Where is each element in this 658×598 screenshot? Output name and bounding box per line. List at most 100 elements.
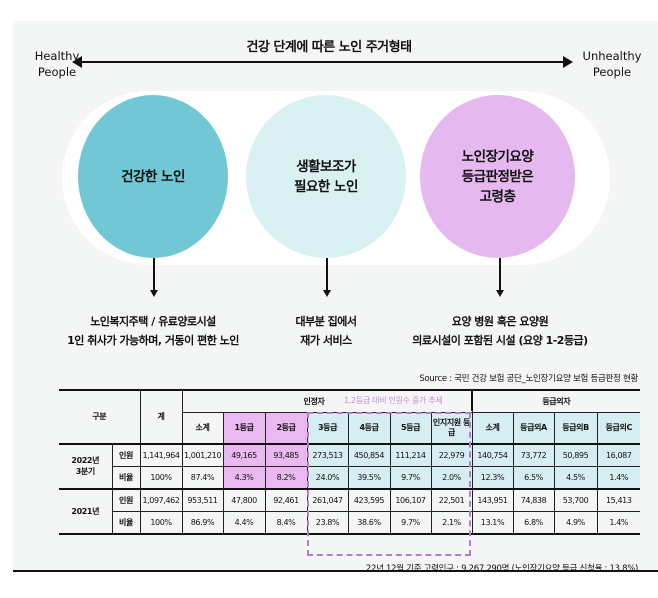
cell-cognitive-support: 22,979 (430, 442, 473, 467)
stage-assisted-circle: 생활보조가 필요한 노인 (246, 95, 406, 258)
cell-grade-5: 106,107 (389, 488, 432, 512)
cell-non-grade-subtotal: 12.3% (471, 465, 514, 490)
description-line: 의료시설이 포함된 시설 (요양 1-2등급) (412, 334, 588, 347)
cell-grade-3: 23.8% (306, 510, 349, 535)
trend-highlight-label: 1,2등급 대비 인원수 증가 추세 (344, 396, 443, 405)
health-spectrum-arrow (80, 61, 563, 63)
connector-line (499, 258, 501, 290)
arrow-down-icon (496, 290, 504, 297)
table-row: 2021년 인원 1,097,462 953,511 47,800 92,461… (59, 488, 640, 535)
cell-non-grade-a: 74,838 (512, 488, 555, 512)
header-grade-4: 4등급 (347, 412, 391, 444)
healthy-label-line: Healthy (34, 49, 80, 63)
header-grade-1: 1등급 (222, 412, 266, 444)
cell-grade-2: 92,461 (264, 488, 308, 512)
header-total: 계 (139, 389, 183, 444)
header-non-grade-b: 등급외B (553, 412, 598, 444)
arrow-right-icon (563, 56, 573, 68)
grade-table: 구분 계 인정자 등급외자 소계 1등급 2등급 3등급 4등급 5등급 인지지… (59, 389, 640, 535)
healthy-people-label: Healthy People (22, 48, 92, 80)
people-label-line: People (37, 65, 77, 79)
header-non-grade-c: 등급외C (596, 412, 640, 444)
row-type-ratio: 비율 (111, 510, 141, 535)
table-row: 비율 100% 87.4% 4.3% 8.2% 24.0% 39.5% 9.7%… (59, 465, 640, 490)
people-label-line: People (592, 65, 632, 79)
cell-cognitive-support: 2.1% (430, 510, 473, 535)
cell-grade-2: 93,485 (264, 442, 308, 467)
cell-grade-4: 450,854 (347, 442, 391, 467)
stage-long-term-care-description: 요양 병원 혹은 요양원 의료시설이 포함된 시설 (요양 1-2등급) (404, 312, 596, 350)
stage-label: 등급판정받은 (461, 168, 534, 185)
header-non-grade: 등급외자 (471, 389, 640, 413)
cell-non-grade-b: 4.9% (553, 510, 598, 535)
header-non-grade-subtotal: 소계 (471, 412, 514, 444)
diagram-title: 건강 단계에 따른 노인 주거형태 (246, 40, 412, 55)
cell-grade-5: 9.7% (389, 510, 432, 535)
cell-non-grade-a: 73,772 (512, 442, 555, 467)
cell-grade-3: 273,513 (306, 442, 349, 467)
header-grade-2: 2등급 (264, 412, 308, 444)
cell-non-grade-c: 16,087 (596, 442, 640, 467)
bottom-divider (13, 570, 658, 572)
stage-label: 고령층 (479, 188, 516, 205)
row-type-ratio: 비율 (111, 465, 141, 490)
cell-non-grade-c: 1.4% (596, 510, 640, 535)
stage-label: 노인장기요양 (461, 148, 534, 165)
stage-label: 생활보조가 (296, 158, 356, 175)
cell-total: 100% (139, 510, 183, 535)
unhealthy-people-label: Unhealthy People (572, 48, 652, 80)
cell-grade-1: 47,800 (222, 488, 266, 512)
cell-grade-5: 9.7% (389, 465, 432, 490)
cell-non-grade-b: 4.5% (553, 465, 598, 490)
cell-non-grade-b: 50,895 (553, 442, 598, 467)
cell-total: 1,097,462 (139, 488, 183, 512)
cell-grade-1: 4.3% (222, 465, 266, 490)
cell-certified-subtotal: 86.9% (181, 510, 224, 535)
cell-cognitive-support: 22,501 (430, 488, 473, 512)
cell-grade-1: 4.4% (222, 510, 266, 535)
description-line: 요양 병원 혹은 요양원 (451, 315, 549, 328)
cell-grade-4: 38.6% (347, 510, 391, 535)
cell-grade-5: 111,214 (389, 442, 432, 467)
period-line: 2022년 (71, 456, 100, 465)
stage-label: 건강한 노인 (121, 168, 185, 185)
connector-line (326, 258, 328, 290)
cell-grade-2: 8.2% (264, 465, 308, 490)
cell-total: 100% (139, 465, 183, 490)
arrow-down-icon (323, 290, 331, 297)
cell-non-grade-a: 6.8% (512, 510, 555, 535)
description-line: 대부분 집에서 (295, 315, 357, 328)
period-2022q3: 2022년 3분기 (59, 442, 113, 490)
description-line: 노인복지주택 / 유료양로시설 (90, 315, 216, 328)
row-type-count: 인원 (111, 442, 141, 467)
period-line: 2021년 (71, 506, 100, 516)
cell-grade-2: 8.4% (264, 510, 308, 535)
footnote: 22년 12월 기준 고령인구 : 9,267,290명 (노인장기요양 등급 … (365, 564, 638, 574)
stage-assisted-description: 대부분 집에서 재가 서비스 (266, 312, 386, 350)
header-certified-subtotal: 소계 (181, 412, 224, 444)
unhealthy-label-line: Unhealthy (582, 49, 642, 63)
cell-certified-subtotal: 87.4% (181, 465, 224, 490)
column-divider (471, 389, 473, 411)
description-line: 재가 서비스 (300, 334, 352, 347)
arrow-down-icon (150, 290, 158, 297)
cell-non-grade-b: 53,700 (553, 488, 598, 512)
cell-grade-1: 49,165 (222, 442, 266, 467)
connector-line (153, 258, 155, 290)
stage-healthy-description: 노인복지주택 / 유료양로시설 1인 취사가 가능하며, 거동이 편한 노인 (53, 312, 253, 350)
stage-label: 필요한 노인 (294, 178, 358, 195)
cell-grade-4: 423,595 (347, 488, 391, 512)
cell-grade-3: 24.0% (306, 465, 349, 490)
period-line: 3분기 (75, 467, 95, 476)
cell-grade-4: 39.5% (347, 465, 391, 490)
cell-certified-subtotal: 953,511 (181, 488, 224, 512)
header-grade-3: 3등급 (306, 412, 349, 444)
cell-non-grade-subtotal: 13.1% (471, 510, 514, 535)
cell-total: 1,141,964 (139, 442, 183, 467)
description-line: 1인 취사가 가능하며, 거동이 편한 노인 (67, 334, 239, 347)
cell-non-grade-c: 1.4% (596, 465, 640, 490)
cell-cognitive-support: 2.0% (430, 465, 473, 490)
cell-grade-3: 261,047 (306, 488, 349, 512)
table-row: 비율 100% 86.9% 4.4% 8.4% 23.8% 38.6% 9.7%… (59, 510, 640, 535)
arrow-left-icon (72, 56, 82, 68)
